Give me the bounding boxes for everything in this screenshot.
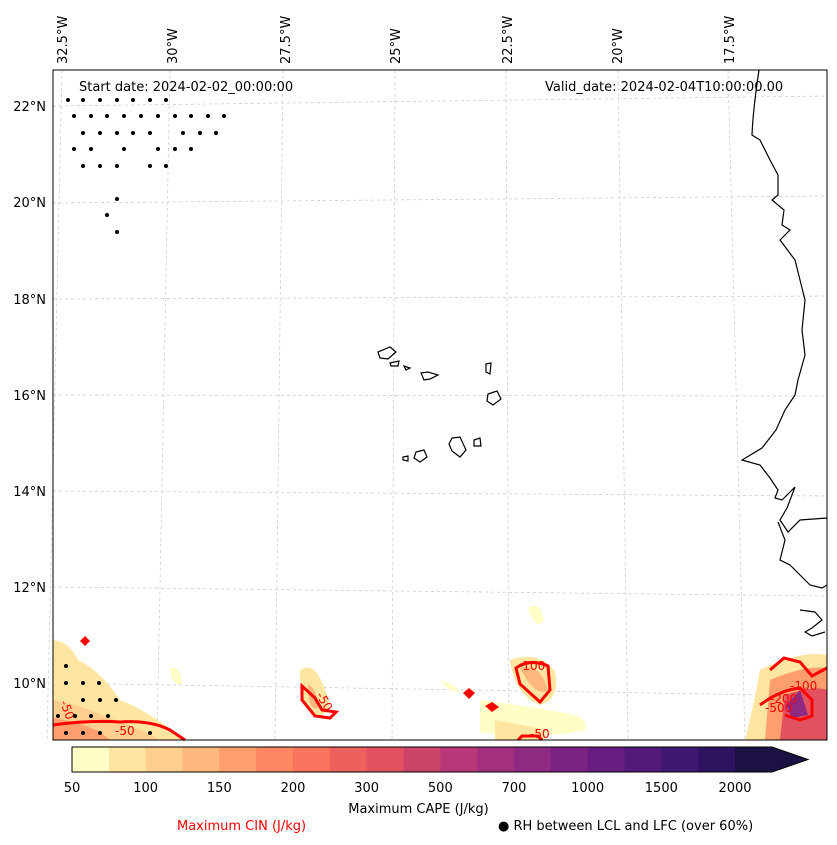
colorbar-tick-label: 2000 <box>718 781 752 796</box>
colorbar-label: Maximum CAPE (J/kg) <box>348 802 489 817</box>
colorbar-swatch <box>219 747 257 772</box>
coastlines <box>740 69 828 637</box>
colorbar-tick-label: 500 <box>427 781 453 796</box>
start-date-title: Start date: 2024-02-02_00:00:00 <box>79 80 293 95</box>
colorbar-swatch <box>403 747 441 772</box>
contour-label: -50 <box>115 724 135 738</box>
contour-label: -50 <box>530 727 550 741</box>
colorbar-swatch <box>72 747 110 772</box>
contour-label: -100 <box>790 679 817 693</box>
colorbar-swatch <box>182 747 220 772</box>
lat-label: 12°N <box>13 581 46 596</box>
colorbar-tick-label: 200 <box>280 781 306 796</box>
lon-label: 22.5°W <box>501 16 516 64</box>
map-area[interactable] <box>53 70 827 740</box>
colorbar-swatch <box>698 747 736 772</box>
colorbar-tick-label: 50 <box>63 781 81 796</box>
map-frame <box>52 69 828 741</box>
colorbar-swatch <box>329 747 368 772</box>
valid-date-title: Valid_date: 2024-02-04T10:00:00.00 <box>545 80 783 95</box>
colorbar-tick-label: 300 <box>354 781 380 796</box>
colorbar-swatch <box>366 747 404 772</box>
colorbar-swatch <box>587 747 625 772</box>
cin-legend-label: Maximum CIN (J/kg) <box>177 819 307 834</box>
cin-contours <box>52 656 828 742</box>
rh-dot-icon: ● <box>498 819 510 834</box>
lat-label: 22°N <box>13 100 46 115</box>
lat-label: 14°N <box>13 485 46 500</box>
contour-label: -50 <box>57 698 77 721</box>
colorbar-tick-label: 1000 <box>571 781 605 796</box>
colorbar-tick-label: 150 <box>206 781 232 796</box>
cin-markers <box>80 636 499 712</box>
lon-label: 27.5°W <box>279 16 294 64</box>
graticule <box>46 69 828 741</box>
lon-label: 20°W <box>611 28 626 64</box>
colorbar-swatch <box>256 747 294 772</box>
colorbar-outline <box>71 746 810 773</box>
colorbar-tick-label: 100 <box>133 781 159 796</box>
colorbar-swatch <box>514 747 552 772</box>
cape-verde-islands <box>377 346 502 463</box>
colorbar-swatch <box>145 747 183 772</box>
contour-label: -500 <box>765 701 792 715</box>
lat-label: 20°N <box>13 196 46 211</box>
lat-label: 16°N <box>13 389 46 404</box>
cape-colorbar <box>71 746 810 773</box>
colorbar-swatch <box>661 747 699 772</box>
contour-label: -100 <box>518 659 545 673</box>
colorbar-tick-label: 700 <box>501 781 527 796</box>
colorbar-swatch <box>735 747 808 772</box>
lon-label: 32.5°W <box>56 16 71 64</box>
colorbar-tick-label: 1500 <box>644 781 678 796</box>
colorbar-swatch <box>624 747 662 772</box>
lon-label: 25°W <box>389 28 404 64</box>
lon-label: 30°W <box>166 28 181 64</box>
rh-legend-label: RH between LCL and LFC (over 60%) <box>513 819 754 834</box>
colorbar-swatch <box>440 747 478 772</box>
colorbar-swatch <box>293 747 331 772</box>
lon-label: 17.5°W <box>723 16 738 64</box>
colorbar-swatch <box>477 747 515 772</box>
lat-label: 18°N <box>13 293 46 308</box>
colorbar-swatch <box>550 747 589 772</box>
lat-labels: 22°N 20°N 18°N 16°N 14°N 12°N 10°N <box>13 100 46 692</box>
rh-legend: ● RH between LCL and LFC (over 60%) <box>498 819 753 834</box>
colorbar-swatch <box>108 747 147 772</box>
contour-label: -200 <box>770 692 797 706</box>
lon-labels: 32.5°W 30°W 27.5°W 25°W 22.5°W 20°W 17.5… <box>56 16 738 64</box>
lat-label: 10°N <box>13 677 46 692</box>
rh-stippling <box>56 98 226 735</box>
